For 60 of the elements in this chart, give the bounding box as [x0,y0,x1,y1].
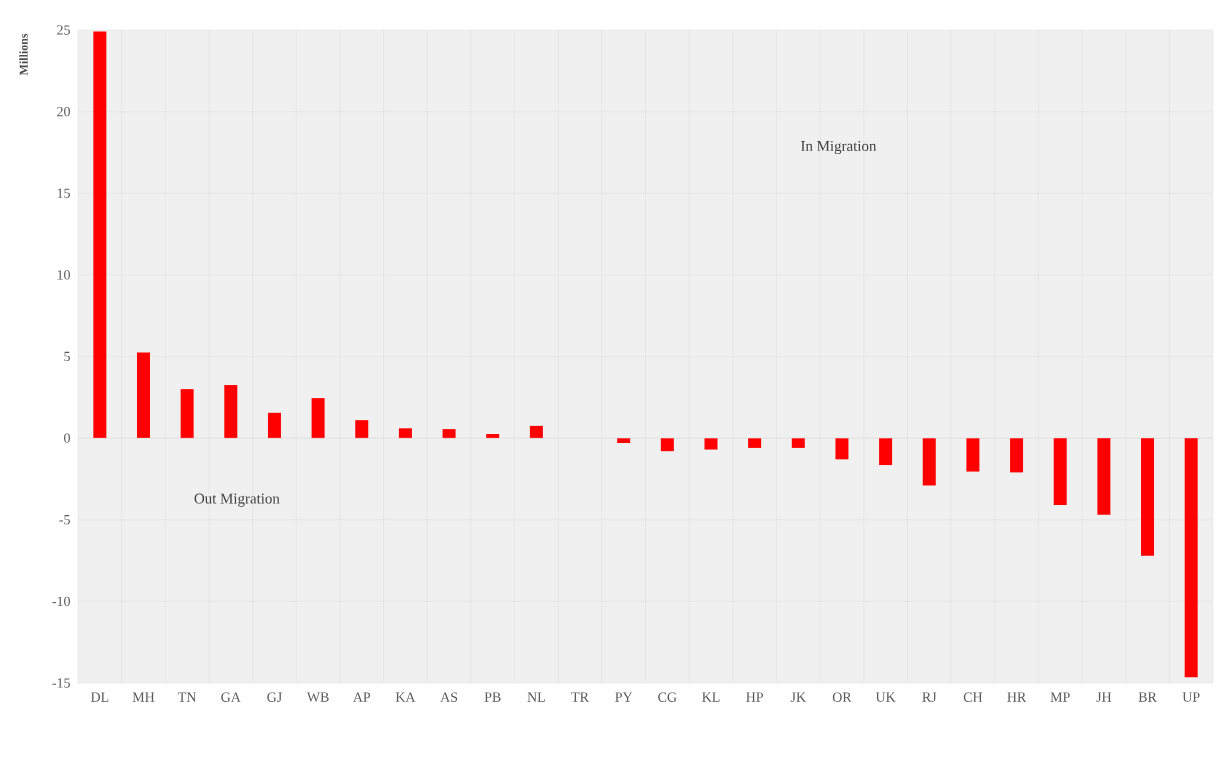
bar [136,352,150,439]
y-tick-label: -10 [52,596,70,607]
bar [835,438,849,460]
bar [1097,438,1111,515]
x-tick-label: PY [615,692,633,702]
x-tick-label: KA [395,692,416,702]
x-tick-label: NL [527,692,545,702]
x-tick-label: JK [790,692,806,702]
x-tick-label: HR [1007,692,1027,702]
y-tick-label: 20 [57,106,70,117]
x-tick-label: CH [963,692,983,702]
x-tick-label: HP [746,692,763,702]
x-tick-label: GJ [267,692,282,702]
bar [748,438,762,448]
bar [224,385,238,439]
annotation: In Migration [801,140,877,155]
bar [966,438,980,472]
bar [311,398,325,439]
y-axis-title: Millions [19,33,28,76]
bar [180,389,194,439]
bar [660,438,674,452]
bar [704,438,718,450]
x-tick-label: CG [658,692,677,702]
x-tick-label: GA [221,692,241,702]
x-tick-label: MH [132,692,155,702]
y-tick-label: 10 [57,270,70,280]
bar [879,438,893,466]
x-tick-label: MP [1050,692,1070,702]
bar [1010,438,1024,473]
annotation: Out Migration [194,493,280,507]
y-tick-label: 15 [57,188,70,198]
bar [93,31,107,439]
y-tick-label: -5 [59,515,70,525]
x-tick-label: DL [90,692,109,702]
bar [398,428,412,439]
bar [1141,438,1155,556]
y-tick-label: 0 [64,433,70,443]
bar [355,420,369,439]
x-tick-label: BR [1138,692,1157,702]
x-tick-label: AP [352,692,371,702]
x-tick-label: WB [306,692,329,702]
x-tick-label: TN [178,692,197,702]
x-tick-label: UK [875,692,896,702]
x-tick-label: TR [571,692,589,702]
x-tick-label: OR [832,692,852,702]
x-tick-label: RJ [922,692,937,702]
x-tick-label: JH [1096,692,1112,702]
x-tick-label: UP [1182,692,1200,702]
x-tick-label: PB [484,692,501,702]
x-tick-label: KL [702,692,720,702]
bar [1053,438,1067,506]
x-tick-label: AS [440,692,458,702]
bar [1184,438,1198,678]
y-tick-label: 25 [57,25,70,35]
bar [267,412,281,439]
y-tick-label: -15 [52,678,70,688]
bar [922,438,936,486]
bar [529,425,543,439]
bar [791,438,805,448]
y-tick-label: 5 [64,351,70,362]
